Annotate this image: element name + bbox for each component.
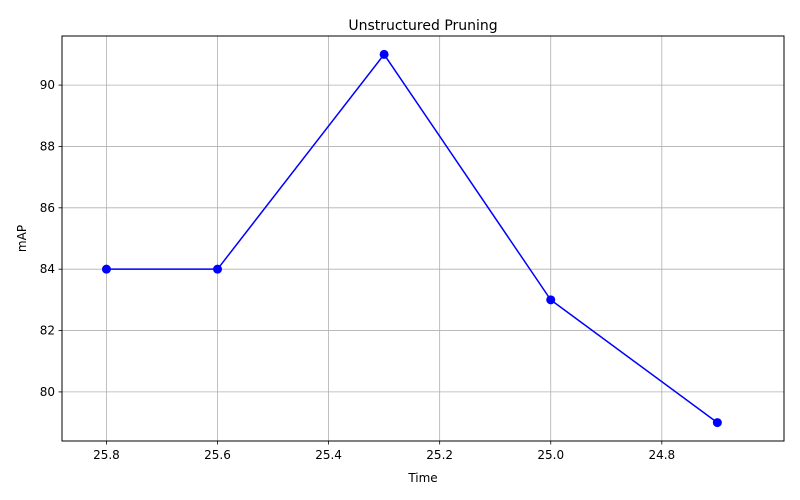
x-tick-label: 24.8 — [648, 448, 675, 462]
series-line — [106, 53, 718, 424]
x-tick-label: 25.2 — [426, 448, 453, 462]
x-axis-ticks: 25.8 25.6 25.4 25.2 25.0 24.8 — [93, 441, 675, 462]
y-tick-label: 88 — [40, 139, 55, 153]
data-point — [712, 418, 722, 428]
x-tick-label: 25.8 — [93, 448, 120, 462]
y-tick-label: 80 — [40, 385, 55, 399]
y-tick-label: 84 — [40, 262, 55, 276]
y-tick-label: 82 — [40, 324, 55, 338]
x-tick-label: 25.0 — [537, 448, 564, 462]
x-tick-label: 25.4 — [315, 448, 342, 462]
y-tick-label: 86 — [40, 201, 55, 215]
plot-frame — [61, 35, 785, 442]
data-point — [546, 295, 556, 305]
series-layer — [101, 49, 722, 428]
y-tick-label: 90 — [40, 78, 55, 92]
grid — [62, 36, 784, 441]
x-tick-label: 25.6 — [204, 448, 231, 462]
y-axis-label: mAP — [15, 225, 29, 252]
y-axis-ticks: 80 82 84 86 88 90 — [40, 78, 62, 399]
data-point — [213, 264, 223, 274]
data-point — [101, 264, 111, 274]
data-point — [379, 49, 389, 59]
x-axis-label: Time — [407, 471, 437, 485]
chart-title: Unstructured Pruning — [348, 18, 497, 34]
